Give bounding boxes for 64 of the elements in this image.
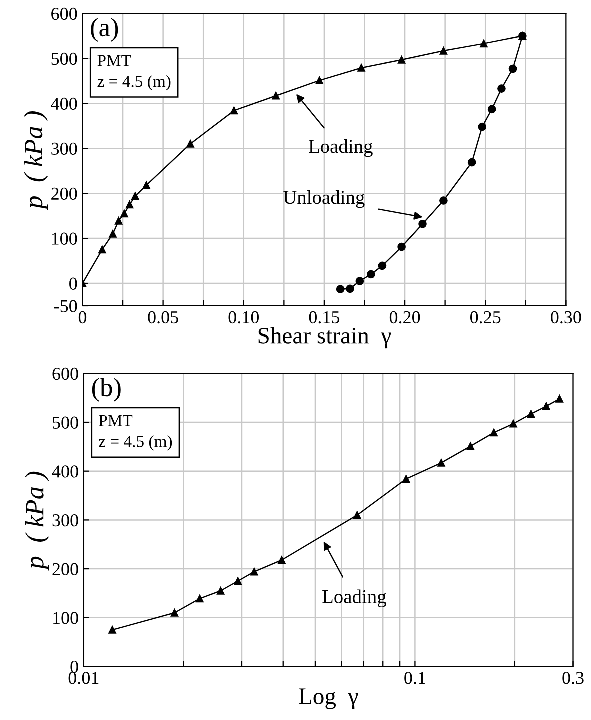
point <box>272 92 280 100</box>
x-tick-label: 0.15 <box>309 311 340 324</box>
point <box>132 192 140 200</box>
point <box>109 230 117 238</box>
y-tick-label: 500 <box>52 52 78 66</box>
point <box>230 107 238 115</box>
y-tick-label: 400 <box>52 466 78 478</box>
annotation: Loading <box>309 140 373 158</box>
y-tick-label: 300 <box>52 514 78 527</box>
x-tick-label: 0.01 <box>68 672 99 684</box>
point <box>468 158 476 167</box>
annotation: Unloading <box>284 190 365 208</box>
y-tick-label: 400 <box>51 98 78 110</box>
y-tick-label: -50 <box>54 300 78 312</box>
y-tick-label: 0 <box>70 278 78 290</box>
y-axis-title: p ( kPa ) <box>24 112 48 210</box>
point <box>316 76 324 85</box>
point <box>186 140 194 148</box>
x-tick-label: 0.30 <box>551 311 582 324</box>
y-axis-title: p ( kPa ) <box>25 472 50 571</box>
x-tick-label: 0.25 <box>470 311 501 324</box>
point <box>440 47 448 55</box>
x-axis-title: Shear strain γ <box>258 327 392 349</box>
point <box>98 246 106 254</box>
annotation: PMT z = 4.5 (m) <box>99 415 172 451</box>
point <box>356 277 364 286</box>
x-tick-label: 0.20 <box>390 311 420 324</box>
point <box>115 217 123 225</box>
annotation: (a) <box>91 18 118 42</box>
y-tick-label: 100 <box>52 232 78 245</box>
point <box>508 64 518 74</box>
annotation: (b) <box>92 378 121 402</box>
point <box>346 284 354 294</box>
point <box>358 64 366 72</box>
point <box>367 270 376 279</box>
point <box>378 262 387 270</box>
point <box>498 84 506 93</box>
annotation: Loading <box>322 590 386 608</box>
y-tick-label: 0 <box>70 660 78 674</box>
point <box>478 122 487 132</box>
x-axis-title: Log γ <box>299 688 358 710</box>
x-tick-label: 0.1 <box>404 672 426 684</box>
x-tick-label: 0.05 <box>148 311 178 324</box>
point <box>336 285 345 294</box>
point <box>126 200 134 209</box>
point <box>398 56 406 64</box>
point <box>488 105 496 114</box>
y-tick-label: 300 <box>52 142 78 156</box>
x-tick-label: 0 <box>78 311 87 324</box>
x-tick-label: 0.10 <box>228 311 259 324</box>
point <box>418 220 427 228</box>
y-tick-label: 100 <box>54 612 78 624</box>
y-tick-label: 200 <box>52 563 78 576</box>
annotation: PMT z = 4.5 (m) <box>98 55 171 91</box>
point <box>440 196 448 205</box>
point <box>142 182 150 190</box>
y-tick-label: 600 <box>52 368 78 380</box>
y-tick-label: 200 <box>52 188 78 200</box>
point <box>398 242 406 252</box>
y-tick-label: 600 <box>52 8 78 20</box>
x-tick-label: 0.3 <box>562 672 584 684</box>
point <box>120 210 128 218</box>
point <box>480 40 488 48</box>
y-tick-label: 500 <box>53 416 78 429</box>
